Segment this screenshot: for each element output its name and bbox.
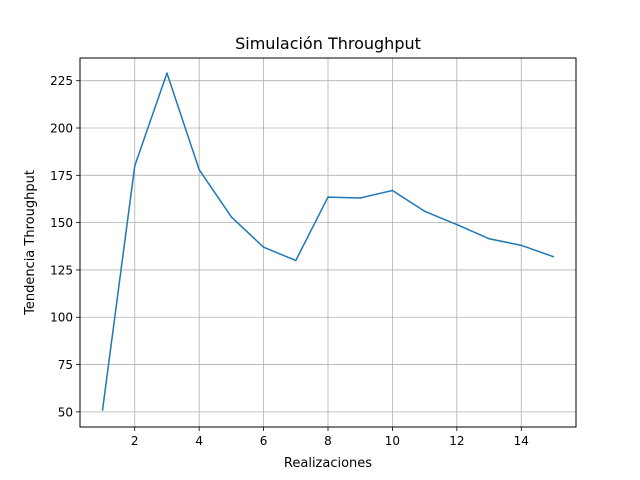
data-point xyxy=(423,210,426,213)
y-tick-label: 125 xyxy=(50,263,73,277)
x-axis-label: Realizaciones xyxy=(284,456,372,471)
series-layer xyxy=(101,72,555,411)
x-tick-label: 14 xyxy=(514,434,529,448)
y-tick-label: 225 xyxy=(50,74,73,88)
y-axis-label: Tendencia Throughput xyxy=(23,170,38,316)
x-tick-label: 6 xyxy=(260,434,268,448)
y-tick-label: 50 xyxy=(58,405,73,419)
data-point xyxy=(359,197,361,199)
x-tick-label: 10 xyxy=(385,434,400,448)
data-point xyxy=(101,409,104,411)
y-tick-label: 150 xyxy=(50,216,73,230)
y-tick-label: 200 xyxy=(50,122,73,136)
data-point xyxy=(520,244,522,247)
y-tick-label: 75 xyxy=(58,358,73,372)
data-point xyxy=(262,246,265,248)
chart-title: Simulación Throughput xyxy=(235,34,421,53)
data-point xyxy=(391,189,394,192)
data-point xyxy=(456,223,458,226)
x-tick-label: 8 xyxy=(324,434,332,448)
y-tick-label: 100 xyxy=(50,311,73,325)
x-tick-label: 2 xyxy=(131,434,139,448)
data-point xyxy=(295,259,297,262)
ticks: 2 4 6 8 10 12 14 50 75 100 125 150 175 200 225 xyxy=(50,74,529,448)
y-tick-label: 175 xyxy=(50,169,73,183)
data-point xyxy=(166,72,168,74)
data-point xyxy=(552,255,555,258)
grid xyxy=(80,58,576,427)
data-point xyxy=(488,237,490,240)
data-point xyxy=(198,168,200,171)
x-tick-label: 4 xyxy=(195,434,203,448)
data-point xyxy=(327,196,329,198)
x-tick-label: 12 xyxy=(449,434,464,448)
data-point xyxy=(230,216,233,218)
data-point xyxy=(134,165,136,167)
